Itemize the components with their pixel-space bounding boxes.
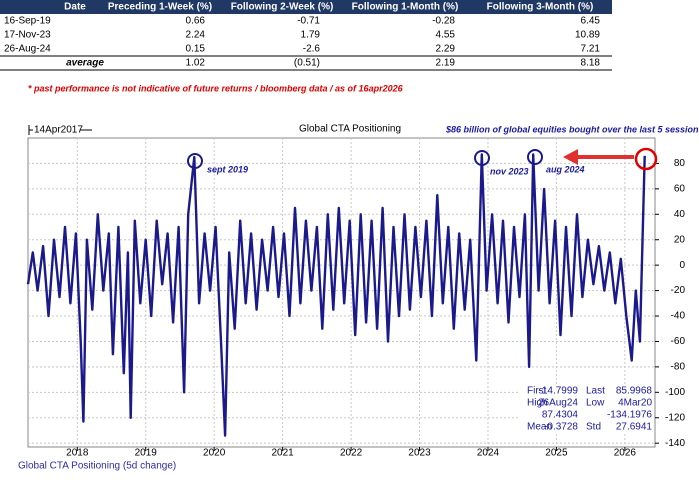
y-tick-label: 40 — [674, 209, 686, 220]
table-cell: 16-Sep-19 — [4, 16, 51, 27]
table-cell: 7.21 — [581, 44, 601, 55]
y-tick-label: 20 — [674, 234, 686, 245]
table-cell: 26-Aug-24 — [4, 44, 51, 55]
annotation-label: aug 2024 — [546, 164, 585, 174]
annotation-circle — [474, 150, 490, 166]
stats-detail: -134.1976 — [607, 410, 652, 421]
stats-label: Mean — [527, 422, 552, 433]
y-tick-label: -40 — [671, 311, 686, 322]
x-tick-label: 2026 — [614, 448, 637, 459]
y-tick-label: 60 — [674, 184, 686, 195]
y-tick-label: -120 — [665, 412, 685, 423]
annotation-label: sept 2019 — [207, 164, 248, 174]
y-tick-label: 0 — [679, 260, 685, 271]
stats-value: -0.3728 — [544, 422, 578, 433]
stats-value: 4Mar20 — [618, 398, 652, 409]
table-cell: 17-Nov-23 — [4, 30, 51, 41]
x-tick-label: 2023 — [408, 448, 431, 459]
stats-value: 85.9968 — [616, 386, 653, 397]
table-cell: (0.51) — [294, 58, 320, 69]
annotation-circle — [527, 149, 543, 165]
x-tick-label: 2021 — [272, 448, 295, 459]
y-tick-label: -80 — [671, 362, 686, 373]
table-header: Following 2-Week (%) — [231, 2, 334, 13]
table-header: Following 3-Month (%) — [487, 2, 594, 13]
table-cell: 10.89 — [575, 30, 600, 41]
y-tick-label: -100 — [665, 387, 685, 398]
chart-title: Global CTA Positioning — [299, 124, 401, 135]
table-cell: 0.66 — [186, 16, 206, 27]
stats-value: 27.6941 — [616, 422, 653, 433]
table-cell: -2.6 — [303, 44, 321, 55]
stats-label: Low — [586, 398, 605, 409]
y-tick-label: 80 — [674, 158, 686, 169]
plot-frame — [27, 137, 656, 448]
table-cell: 2.24 — [186, 30, 206, 41]
table-cell: 4.55 — [436, 30, 456, 41]
x-tick-label: 2022 — [340, 448, 363, 459]
table-header: Date — [64, 2, 86, 13]
arrow-head — [563, 149, 578, 165]
stats-label: High — [527, 398, 548, 409]
x-tick-label: 2018 — [66, 448, 89, 459]
series-line — [26, 153, 646, 437]
chart-note: $86 billion of global equities bought ov… — [445, 124, 699, 134]
series-label: Global CTA Positioning (5d change) — [18, 461, 176, 472]
table-note: * past performance is not indicative of … — [28, 83, 404, 93]
stats-value: -14.7999 — [539, 386, 579, 397]
table-cell: 2.29 — [436, 44, 456, 55]
y-tick-label: -60 — [671, 336, 686, 347]
x-tick-label: 2019 — [135, 448, 158, 459]
table-cell: 1.02 — [186, 58, 206, 69]
stats-label: Last — [586, 386, 605, 397]
table-cell: 2.19 — [436, 58, 456, 69]
table-header-bg — [0, 0, 612, 14]
table-cell: -0.71 — [297, 16, 320, 27]
annotation-label: nov 2023 — [490, 166, 529, 176]
start-label: 14Apr2017 — [34, 125, 83, 136]
stats-label: First — [527, 386, 547, 397]
table-cell: 1.79 — [301, 30, 321, 41]
stats-box — [520, 384, 654, 434]
x-tick-label: 2024 — [477, 448, 500, 459]
table-cell: 6.45 — [581, 16, 601, 27]
table-header: Following 1-Month (%) — [352, 2, 459, 13]
table-cell: 8.18 — [581, 58, 601, 69]
highlight-circle — [634, 147, 658, 171]
x-tick-label: 2020 — [203, 448, 226, 459]
y-tick-label: -140 — [665, 438, 685, 449]
table-cell: -0.28 — [432, 16, 455, 27]
annotation-circle — [187, 153, 203, 169]
table-cell: average — [66, 58, 104, 69]
y-tick-label: -20 — [671, 285, 686, 296]
table-cell: 0.15 — [186, 44, 206, 55]
x-tick-label: 2025 — [545, 448, 568, 459]
table-header: Preceding 1-Week (%) — [108, 2, 212, 13]
stats-detail: 87.4304 — [542, 410, 579, 421]
stats-label: Std — [586, 422, 601, 433]
stats-value: 26Aug24 — [538, 398, 578, 409]
